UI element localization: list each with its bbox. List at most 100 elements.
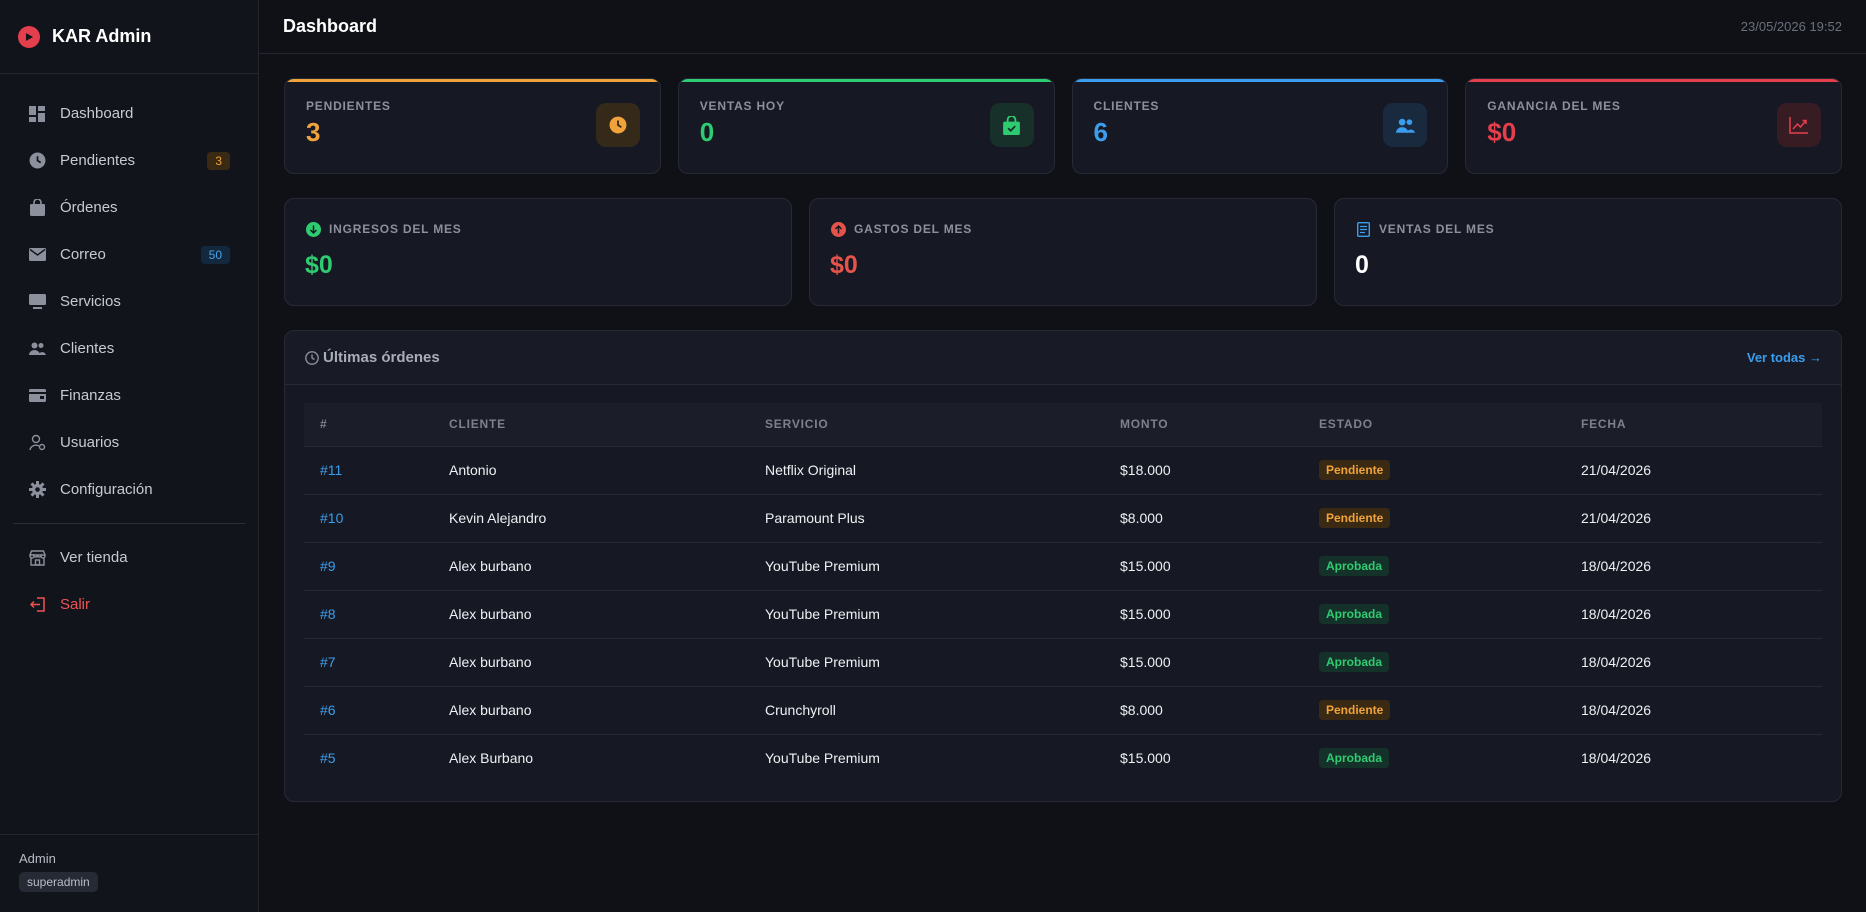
table-row[interactable]: #6 Alex burbano Crunchyroll $8.000 Pendi… [304, 686, 1822, 735]
stat-card-pendientes[interactable]: PENDIENTES 3 [284, 78, 661, 174]
see-all-orders-link[interactable]: Ver todas → [1746, 350, 1822, 365]
sidebar-item-servicios[interactable]: Servicios [0, 278, 258, 325]
order-service: YouTube Premium [765, 750, 880, 767]
mail-count-badge: 50 [200, 245, 230, 264]
sidebar-item-ordenes[interactable]: Órdenes [0, 184, 258, 231]
order-client: Alex burbano [433, 542, 749, 591]
clock-outline-icon [304, 350, 319, 365]
month-label: VENTAS DEL MES [1379, 222, 1495, 236]
sidebar-item-finanzas[interactable]: Finanzas [0, 372, 258, 419]
stat-card-ganancia[interactable]: GANANCIA DEL MES $0 [1465, 78, 1842, 174]
sidebar-item-configuracion[interactable]: Configuración [0, 466, 258, 513]
sidebar-nav: Dashboard Pendientes 3 Órdenes Correo 50 [0, 74, 258, 628]
users-icon [1383, 103, 1428, 147]
order-client: Kevin Alejandro [433, 494, 749, 543]
order-id-link[interactable]: #6 [320, 702, 336, 718]
sidebar-item-usuarios[interactable]: Usuarios [0, 419, 258, 466]
sidebar: KAR Admin Dashboard Pendientes 3 Órdenes [0, 0, 259, 912]
sidebar-item-dashboard[interactable]: Dashboard [0, 90, 258, 137]
order-amount: $15.000 [1104, 590, 1303, 639]
month-card-ingresos: INGRESOS DEL MES $0 [284, 198, 792, 306]
current-user-name: Admin [19, 851, 56, 866]
table-row[interactable]: #7 Alex burbano YouTube Premium $15.000 … [304, 638, 1822, 687]
sidebar-footer: Admin superadmin [0, 834, 258, 912]
status-badge: Aprobada [1319, 556, 1390, 576]
table-row[interactable]: #10 Kevin Alejandro Paramount Plus $8.00… [304, 494, 1822, 543]
users-icon [28, 340, 46, 358]
main-content: Dashboard 23/05/2026 19:52 PENDIENTES 3 … [259, 0, 1866, 912]
status-badge: Aprobada [1319, 604, 1390, 624]
column-header-id: # [304, 403, 433, 447]
month-label: INGRESOS DEL MES [329, 222, 462, 236]
month-card-gastos: GASTOS DEL MES $0 [809, 198, 1317, 306]
sidebar-item-correo[interactable]: Correo 50 [0, 231, 258, 278]
stat-label: VENTAS HOY [699, 99, 785, 113]
sidebar-item-clientes[interactable]: Clientes [0, 325, 258, 372]
table-row[interactable]: #5 Alex Burbano YouTube Premium $15.000 … [304, 734, 1822, 782]
status-badge: Pendiente [1319, 460, 1391, 480]
order-service: YouTube Premium [749, 638, 1104, 687]
order-date: 18/04/2026 [1565, 686, 1822, 735]
stat-value: 0 [699, 117, 715, 147]
dashboard-icon [28, 105, 46, 123]
order-service: YouTube Premium [749, 590, 1104, 639]
stat-label: GANANCIA DEL MES [1487, 99, 1621, 113]
order-date: 18/04/2026 [1565, 638, 1822, 687]
order-service: YouTube Premium [749, 542, 1104, 591]
sidebar-item-pendientes[interactable]: Pendientes 3 [0, 137, 258, 184]
column-header-estado: ESTADO [1303, 403, 1565, 447]
table-row[interactable]: #9 Alex burbano YouTube Premium $15.000 … [304, 542, 1822, 591]
month-value: $0 [830, 251, 858, 279]
status-badge: Aprobada [1319, 748, 1390, 769]
sidebar-item-label: Usuarios [60, 434, 120, 451]
order-id-link[interactable]: #8 [320, 606, 336, 622]
order-date: 18/04/2026 [1565, 590, 1822, 639]
nav-divider [13, 523, 245, 524]
user-settings-icon [28, 434, 46, 452]
order-amount: $15.000 [1104, 638, 1303, 687]
view-store-link[interactable]: Ver tienda [0, 534, 258, 581]
order-date: 18/04/2026 [1565, 542, 1822, 591]
latest-orders-card: Últimas órdenes Ver todas → # CLIENTE SE… [284, 330, 1842, 802]
store-icon [28, 549, 46, 567]
order-amount: $8.000 [1104, 686, 1303, 735]
topbar: Dashboard 23/05/2026 19:52 [259, 0, 1866, 54]
brand[interactable]: KAR Admin [0, 0, 258, 74]
month-summary-row: INGRESOS DEL MES $0 GASTOS DEL MES $0 VE… [284, 198, 1842, 306]
gear-icon [28, 481, 46, 499]
order-id-link[interactable]: #9 [320, 558, 336, 574]
sidebar-item-label: Pendientes [60, 152, 136, 169]
month-value: $0 [305, 251, 333, 279]
stat-label: PENDIENTES [306, 99, 391, 113]
bag-icon [28, 199, 46, 217]
sidebar-item-label: Clientes [60, 340, 115, 357]
month-value: 0 [1355, 251, 1369, 279]
arrow-down-circle-icon [305, 221, 321, 237]
order-id-link[interactable]: #7 [320, 654, 336, 670]
table-row[interactable]: #8 Alex burbano YouTube Premium $15.000 … [304, 590, 1822, 639]
column-header-cliente: CLIENTE [433, 403, 749, 447]
page-title: Dashboard [283, 16, 378, 36]
order-amount: $15.000 [1104, 542, 1303, 591]
latest-orders-title: Últimas órdenes [323, 349, 440, 366]
stat-label: CLIENTES [1093, 99, 1160, 113]
logout-button[interactable]: Salir [0, 581, 258, 628]
order-client: Antonio [433, 446, 749, 495]
order-amount: $8.000 [1104, 494, 1303, 543]
sidebar-item-label: Correo [60, 246, 106, 263]
sidebar-item-label: Configuración [60, 481, 153, 498]
order-id-link[interactable]: #10 [320, 510, 344, 526]
view-store-label: Ver tienda [60, 549, 128, 566]
clock-icon [28, 152, 46, 170]
table-row[interactable]: #11 Antonio Netflix Original $18.000 Pen… [304, 446, 1822, 495]
order-id-link[interactable]: #5 [320, 750, 336, 767]
status-badge: Aprobada [1319, 652, 1390, 672]
order-service: Netflix Original [749, 446, 1104, 495]
monitor-icon [28, 293, 46, 311]
order-id-link[interactable]: #11 [320, 462, 343, 478]
stat-value: 3 [306, 117, 321, 147]
order-service: Paramount Plus [749, 494, 1104, 543]
order-client: Alex burbano [433, 686, 749, 735]
stat-card-ventas-hoy[interactable]: VENTAS HOY 0 [677, 78, 1055, 174]
stat-card-clientes[interactable]: CLIENTES 6 [1071, 78, 1449, 174]
